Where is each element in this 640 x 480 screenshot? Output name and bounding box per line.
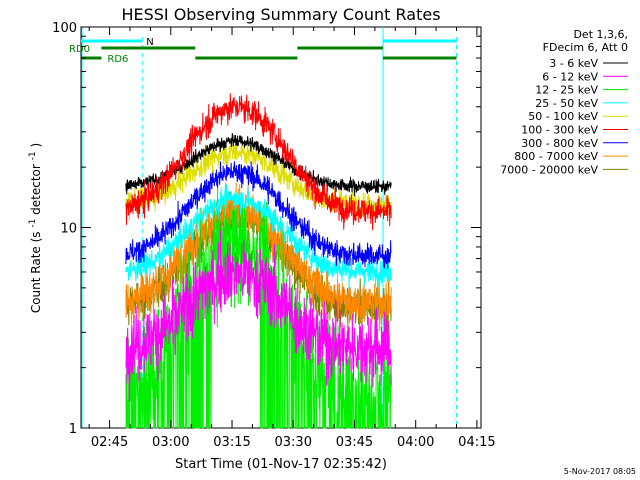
- y-tick-label: 10: [60, 222, 77, 237]
- x-tick-label: 03:45: [336, 435, 373, 450]
- y-tick-label: 1: [69, 422, 77, 437]
- y-axis-label-end: ): [29, 143, 43, 148]
- legend-entry-label: 12 - 25 keV: [535, 84, 598, 97]
- legend-entry-label: 25 - 50 keV: [535, 97, 598, 110]
- legend-header-line-2: FDecim 6, Att 0: [543, 41, 628, 54]
- y-tick-label: 100: [52, 21, 77, 36]
- legend-entry-label: 7000 - 20000 keV: [500, 163, 598, 176]
- legend-entry-label: 100 - 300 keV: [521, 124, 598, 137]
- y-axis-label-exp-1: -1: [28, 219, 38, 228]
- y-axis-label: Count Rate (s -1 detector -1 ): [24, 143, 43, 313]
- plot-area: N RD0 RD6 02:45 03:00 03:15 03:30 03:45 04:00 04…: [52, 21, 495, 450]
- x-tick-label: 03:30: [275, 435, 312, 450]
- rd6-flag-label: RD6: [107, 54, 128, 65]
- x-tick-label: 02:45: [91, 435, 128, 450]
- series-line-3: [125, 184, 392, 289]
- legend-entry-label: 800 - 7000 keV: [514, 150, 598, 163]
- legend-entry-label: 6 - 12 keV: [542, 70, 598, 83]
- x-tick-label: 04:00: [397, 435, 434, 450]
- series-line-6: [125, 159, 392, 270]
- series-line-5: [125, 93, 392, 231]
- y-axis-label-exp-2: -1: [28, 151, 38, 160]
- chart-title: HESSI Observing Summary Count Rates: [121, 5, 440, 24]
- series-line-7: [125, 179, 392, 332]
- series-line-1: [125, 230, 392, 402]
- legend-header-line-1: Det 1,3,6,: [573, 28, 628, 41]
- x-tick-label: 04:15: [458, 435, 495, 450]
- footer-timestamp: 5-Nov-2017 08:05: [564, 467, 636, 476]
- x-axis-label: Start Time (01-Nov-17 02:35:42): [175, 457, 387, 472]
- legend-entry-label: 300 - 800 keV: [521, 137, 598, 150]
- legend-entry-label: 50 - 100 keV: [528, 110, 598, 123]
- y-axis-label-mid: detector: [29, 164, 43, 215]
- x-tick-label: 03:00: [152, 435, 189, 450]
- x-tick-label: 03:15: [213, 435, 250, 450]
- legend-entry-label: 3 - 6 keV: [549, 57, 598, 70]
- n-flag-label: N: [146, 37, 153, 48]
- y-axis-label-main: Count Rate (s: [29, 231, 43, 313]
- series-layer: [125, 93, 392, 429]
- rd0-flag-label: RD0: [69, 44, 90, 55]
- axis-layer: 02:45 03:00 03:15 03:30 03:45 04:00 04:15 1 10 10…: [52, 21, 495, 450]
